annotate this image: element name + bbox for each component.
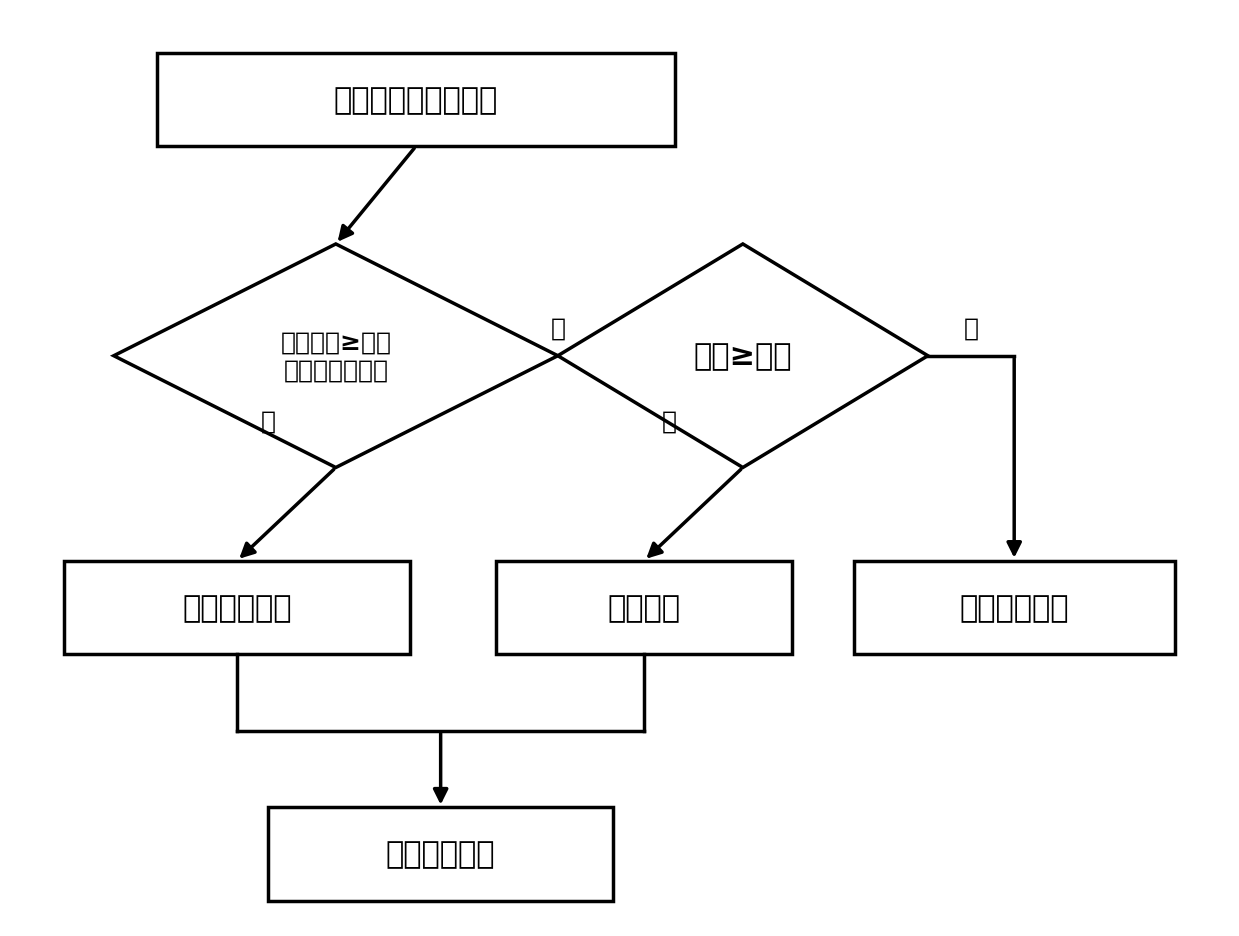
Bar (64, 561, 410, 654)
Text: 是: 是 (260, 409, 275, 433)
Text: 线路绝缘故障: 线路绝缘故障 (182, 593, 292, 622)
Text: 功率≥阈值: 功率≥阈值 (694, 342, 792, 371)
Text: 否: 否 (964, 316, 979, 341)
Text: 某支路功率持续增加: 某支路功率持续增加 (333, 86, 498, 115)
Polygon shape (114, 244, 558, 468)
Bar (157, 54, 675, 147)
Bar (854, 561, 1175, 654)
Text: 设备停电检修: 设备停电检修 (385, 840, 496, 869)
Text: 否: 否 (550, 316, 565, 341)
Bar (268, 808, 613, 900)
Text: 持续监测运行: 持续监测运行 (959, 593, 1069, 622)
Text: 线路过载: 线路过载 (607, 593, 680, 622)
Text: 是: 是 (662, 409, 676, 433)
Polygon shape (558, 244, 928, 468)
Text: 检测湿度≥阈值
或涉水信息告警: 检测湿度≥阈值 或涉水信息告警 (280, 330, 392, 382)
Bar (496, 561, 792, 654)
